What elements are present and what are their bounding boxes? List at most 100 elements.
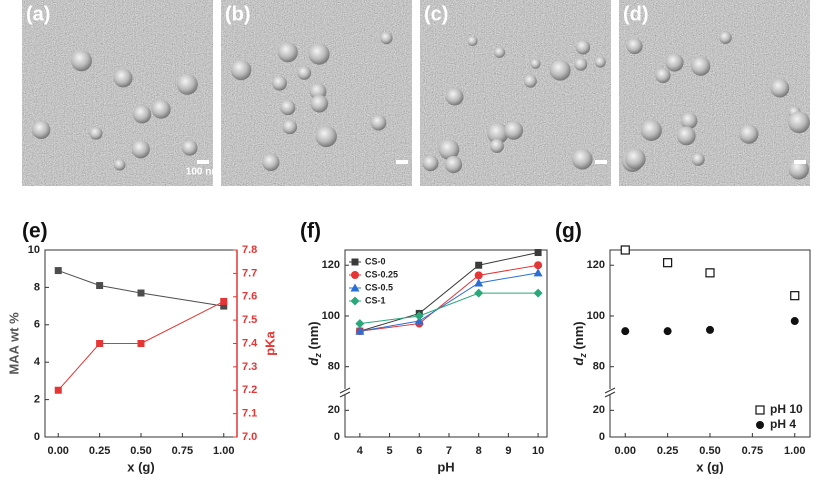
marker	[706, 325, 714, 334]
particle	[297, 66, 312, 80]
x-tick-label: 0.25	[657, 445, 678, 457]
legend-marker	[350, 296, 360, 306]
particle	[380, 31, 393, 45]
particle	[280, 100, 296, 116]
particle	[310, 94, 329, 113]
y-tick-label: 20	[593, 404, 605, 416]
particle	[739, 124, 759, 144]
y-tick-label: 80	[593, 361, 605, 373]
particle	[277, 42, 298, 63]
marker	[220, 297, 228, 305]
marker	[220, 302, 228, 310]
y2-tick-label: 7.7	[242, 267, 257, 279]
y-label-sub: z	[578, 353, 588, 359]
particle	[32, 120, 51, 140]
sem-image: (d)	[619, 0, 810, 186]
marker	[96, 340, 104, 347]
marker	[533, 268, 543, 277]
y-tick-label: 8	[34, 281, 40, 293]
x-axis-label: x (g)	[696, 459, 723, 474]
marker	[54, 267, 62, 275]
particle	[89, 126, 103, 140]
y-tick-label: 20	[328, 404, 340, 416]
x-tick-label: 8	[476, 445, 482, 457]
particle	[308, 43, 330, 65]
particle	[131, 140, 150, 159]
image-label: (c)	[424, 3, 448, 25]
particle	[575, 40, 591, 55]
legend-marker	[756, 421, 764, 429]
x-axis-label: pH	[437, 459, 454, 474]
y-tick-label: 120	[587, 259, 605, 271]
particle	[549, 59, 571, 81]
particle	[113, 68, 133, 88]
series-line	[359, 292, 539, 325]
y-tick-label: 100	[322, 310, 340, 322]
particle	[113, 159, 126, 171]
particle	[626, 38, 643, 55]
marker	[474, 278, 484, 287]
x-tick-label: 0.00	[48, 445, 69, 457]
marker	[663, 327, 672, 336]
y-tick-label: 0	[334, 431, 340, 443]
y-tick-label: 6	[34, 319, 40, 331]
particle	[151, 99, 171, 119]
chart: (f) 4 5 6 7 8 9 10 80 100 120 0 20 pH dz (nm) CS-0 CS-0.…	[300, 220, 548, 474]
axis-break-gap	[607, 389, 613, 395]
particle	[788, 159, 809, 180]
sem-background	[22, 0, 213, 186]
particle	[487, 122, 509, 145]
y-tick-label: 0	[599, 431, 605, 443]
y-label-unit: (nm)	[571, 321, 586, 353]
marker	[54, 386, 62, 394]
panel-label: (g)	[555, 220, 582, 243]
series-line	[58, 270, 224, 307]
y2-tick-label: 7.5	[242, 314, 257, 326]
particle	[272, 75, 287, 91]
particle	[676, 126, 696, 146]
marker	[790, 317, 799, 326]
sem-image: (c)	[420, 0, 611, 186]
marker	[475, 261, 483, 269]
particle	[770, 78, 790, 98]
y-tick-label: 2	[34, 394, 40, 406]
particle	[70, 50, 92, 72]
particle	[655, 67, 671, 84]
particle	[445, 87, 464, 106]
y-label-unit: (nm)	[306, 321, 321, 353]
scale-label: 100 nm	[186, 167, 221, 178]
y2-tick-label: 7.4	[242, 337, 258, 349]
marker	[414, 311, 424, 321]
particle	[438, 139, 460, 160]
y-label-sub: z	[313, 353, 323, 359]
x-axis-label: x (g)	[127, 459, 154, 474]
axis-break	[604, 391, 616, 398]
particle	[315, 125, 337, 148]
particle	[680, 112, 698, 130]
x-tick-label: 0.25	[89, 445, 110, 457]
y-axis-label: dz (nm)	[306, 321, 323, 365]
y2-tick-label: 7.3	[242, 361, 257, 373]
series-line	[57, 300, 224, 391]
legend-label: CS-0	[365, 256, 386, 266]
particle	[467, 36, 478, 47]
scale-bar	[595, 160, 607, 164]
marker	[534, 249, 542, 257]
y2-tick-label: 7.2	[242, 384, 257, 396]
particle	[445, 156, 463, 174]
x-tick-label: 10	[532, 445, 544, 457]
image-label: (a)	[26, 3, 50, 25]
particle	[594, 56, 606, 68]
marker	[663, 258, 673, 268]
y-tick-label: 100	[587, 310, 605, 322]
marker	[474, 288, 484, 298]
x-tick-label: 1.00	[213, 445, 234, 457]
y-tick-label: 10	[28, 244, 40, 256]
image-label: (b)	[225, 3, 251, 25]
x-tick-label: 1.00	[784, 445, 805, 457]
axis-break	[604, 387, 616, 394]
x-tick-label: 6	[416, 445, 422, 457]
y2-tick-label: 7.0	[242, 431, 257, 443]
marker	[96, 282, 104, 290]
